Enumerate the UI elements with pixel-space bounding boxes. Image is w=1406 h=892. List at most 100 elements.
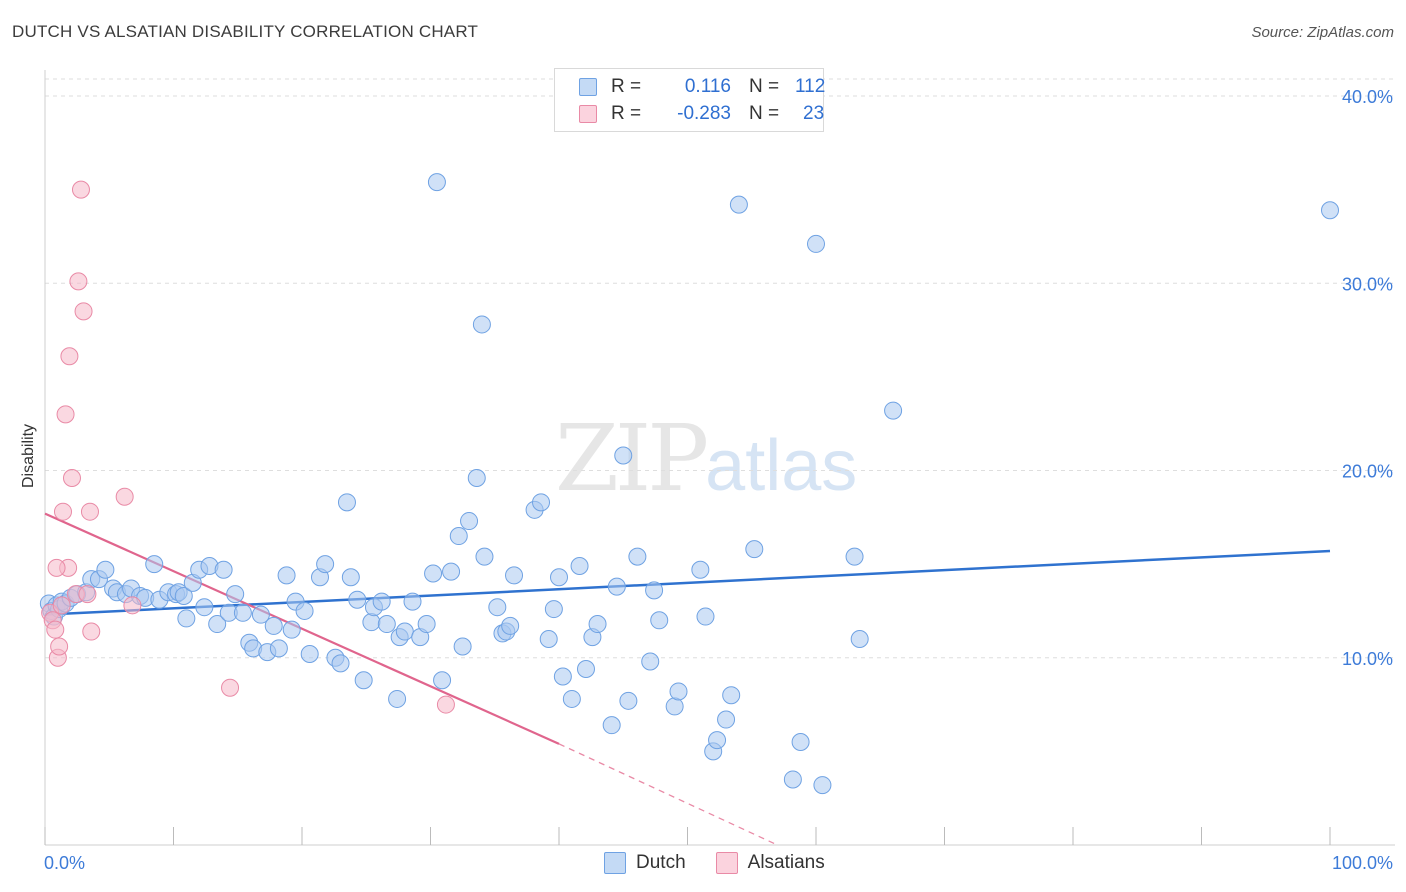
data-point-dutch <box>665 697 684 716</box>
data-point-dutch <box>641 652 660 671</box>
data-point-alsatians <box>52 596 71 615</box>
data-point-dutch <box>354 671 373 690</box>
y-tick-label: 10.0% <box>1342 649 1393 669</box>
y-tick-label: 30.0% <box>1342 274 1393 294</box>
data-point-dutch <box>791 733 810 752</box>
data-point-dutch <box>96 560 115 579</box>
data-point-dutch <box>264 616 283 635</box>
data-point-dutch <box>372 592 391 611</box>
data-point-dutch <box>884 401 903 420</box>
data-point-dutch <box>362 613 381 632</box>
data-point-dutch <box>467 468 486 487</box>
data-point-alsatians <box>74 302 93 321</box>
legend-swatch-alsatians <box>579 105 597 123</box>
data-point-dutch <box>341 568 360 587</box>
data-point-dutch <box>331 654 350 673</box>
trend-line-alsatians <box>44 512 560 745</box>
data-point-alsatians <box>69 272 88 291</box>
data-point-alsatians <box>62 468 81 487</box>
data-point-dutch <box>505 566 524 585</box>
data-point-dutch <box>233 603 252 622</box>
x-tick-label: 100.0% <box>1332 853 1393 873</box>
data-point-dutch <box>449 527 468 546</box>
legend-label-dutch: Dutch <box>636 852 686 873</box>
series-legend: Dutch Alsatians <box>604 852 825 874</box>
data-point-dutch <box>722 686 741 705</box>
data-point-dutch <box>300 645 319 664</box>
legend-n-value: 112 <box>795 76 826 97</box>
x-tick-label: 0.0% <box>44 853 85 873</box>
legend-swatch-alsatians <box>715 852 738 874</box>
data-point-dutch <box>669 682 688 701</box>
data-point-dutch <box>850 630 869 649</box>
legend-r-value: 0.116 <box>684 76 731 97</box>
data-point-alsatians <box>53 502 72 521</box>
data-point-dutch <box>708 731 727 750</box>
data-point-dutch <box>316 555 335 574</box>
trend-line-alsatians-extension <box>558 743 778 846</box>
data-point-dutch <box>214 560 233 579</box>
data-point-dutch <box>337 493 356 512</box>
data-point-dutch <box>650 611 669 630</box>
data-point-dutch <box>619 691 638 710</box>
data-point-dutch <box>745 540 764 559</box>
data-point-dutch <box>424 564 443 583</box>
data-point-dutch <box>395 622 414 641</box>
data-point-dutch <box>532 493 551 512</box>
data-point-alsatians <box>115 487 134 506</box>
data-point-dutch <box>377 615 396 634</box>
data-point-alsatians <box>71 180 90 199</box>
data-point-dutch <box>475 547 494 566</box>
data-point-alsatians <box>50 637 69 656</box>
data-point-dutch <box>544 600 563 619</box>
data-point-alsatians <box>60 347 79 366</box>
watermark-atlas: atlas <box>705 426 858 506</box>
data-point-alsatians <box>123 596 142 615</box>
grid-lines <box>45 78 1395 659</box>
data-point-dutch <box>226 585 245 604</box>
y-tick-label: 40.0% <box>1342 87 1393 107</box>
data-point-dutch <box>295 601 314 620</box>
chart-title: DUTCH VS ALSATIAN DISABILITY CORRELATION… <box>12 22 479 41</box>
legend-swatch-dutch <box>604 852 626 874</box>
data-point-dutch <box>602 716 621 735</box>
data-point-alsatians <box>82 622 101 641</box>
data-point-dutch <box>501 616 520 635</box>
legend-r-label: R = <box>611 76 642 97</box>
data-point-dutch <box>433 671 452 690</box>
legend-row-alsatians: R = -0.283 N = 23 <box>555 102 824 126</box>
data-point-dutch <box>645 581 664 600</box>
data-point-dutch <box>614 446 633 465</box>
legend-n-label: N = <box>749 76 780 97</box>
data-point-dutch <box>576 659 595 678</box>
data-point-alsatians <box>221 678 240 697</box>
data-point-dutch <box>442 562 461 581</box>
data-point-alsatians <box>78 585 97 604</box>
data-point-dutch <box>553 667 572 686</box>
tick-labels: 10.0% 20.0% 30.0% 40.0% 0.0% 100.0% <box>44 87 1393 873</box>
data-point-dutch <box>1321 201 1339 220</box>
data-point-dutch <box>427 173 446 192</box>
watermark: ZIPatlas <box>555 405 857 512</box>
legend-row-dutch: R = 0.116 N = 112 <box>555 75 825 99</box>
data-point-dutch <box>488 598 507 617</box>
data-point-dutch <box>628 547 647 566</box>
data-point-dutch <box>460 512 479 531</box>
data-point-dutch <box>277 566 296 585</box>
data-point-dutch <box>807 234 825 253</box>
data-points <box>39 173 1339 795</box>
data-point-dutch <box>783 770 802 789</box>
watermark-zip: ZIP <box>555 405 709 512</box>
legend-r-label: R = <box>611 103 642 124</box>
data-point-dutch <box>570 556 589 575</box>
data-point-dutch <box>717 710 736 729</box>
data-point-dutch <box>588 615 607 634</box>
data-point-alsatians <box>46 620 65 639</box>
data-point-dutch <box>388 689 407 708</box>
data-point-dutch <box>195 598 214 617</box>
data-point-dutch <box>539 630 558 649</box>
legend-label-alsatians: Alsatians <box>747 852 825 873</box>
data-point-dutch <box>174 586 193 605</box>
chart-source: Source: ZipAtlas.com <box>1251 24 1394 41</box>
y-axis-label: Disability <box>20 424 37 488</box>
